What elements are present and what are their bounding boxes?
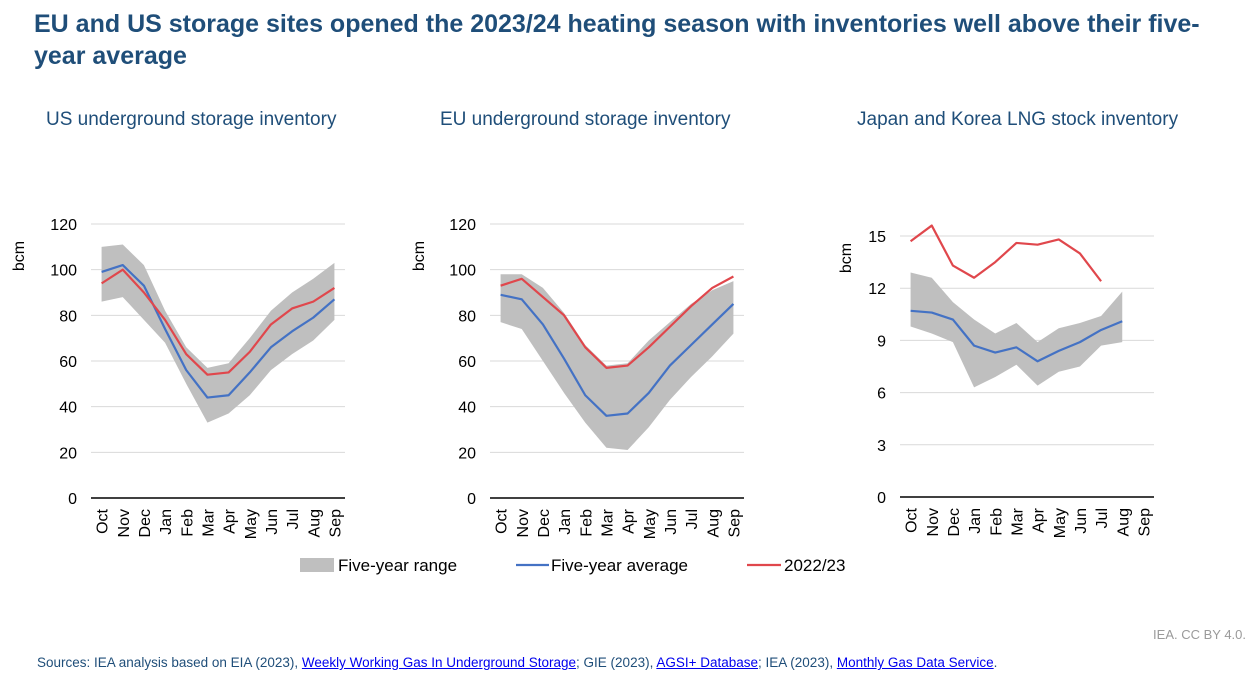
five-year-average-line <box>500 293 735 417</box>
current-season-line <box>100 268 336 376</box>
y-tick-label: 120 <box>449 217 476 234</box>
y-axis-label: bcm <box>411 241 428 271</box>
y-tick-label: 0 <box>877 490 886 507</box>
x-tick-label: Apr <box>222 508 239 534</box>
x-tick-label: Jul <box>1094 508 1111 528</box>
x-tick-label: Apr <box>1031 507 1048 533</box>
y-tick-label: 40 <box>59 400 77 417</box>
sources-line: Sources: IEA analysis based on EIA (2023… <box>37 655 997 670</box>
x-tick-label: Mar <box>1009 507 1026 535</box>
x-tick-label: Apr <box>621 508 638 534</box>
x-tick-label: Jul <box>285 509 302 529</box>
chart-title-eu: EU underground storage inventory <box>440 109 731 130</box>
y-tick-label: 80 <box>458 308 476 325</box>
credit-text: IEA. CC BY 4.0. <box>1153 627 1246 642</box>
x-tick-label: Dec <box>536 509 553 537</box>
current-season-line <box>500 275 734 369</box>
x-tick-label: Sep <box>327 509 344 538</box>
legend-range-label: Five-year range <box>338 556 457 575</box>
legend-current-label: 2022/23 <box>784 556 845 575</box>
chart-title-us: US underground storage inventory <box>46 109 337 130</box>
x-tick-label: Dec <box>946 508 963 536</box>
source-link-agsi[interactable]: AGSI+ Database <box>656 655 759 670</box>
x-tick-label: May <box>243 509 260 539</box>
sources-mid1: ; GIE (2023), <box>576 655 657 670</box>
y-tick-label: 100 <box>449 263 476 280</box>
y-tick-label: 15 <box>868 229 886 246</box>
x-tick-label: May <box>642 509 659 539</box>
source-link-iea[interactable]: Monthly Gas Data Service <box>836 655 994 670</box>
x-tick-label: Feb <box>179 509 196 537</box>
y-tick-label: 120 <box>50 217 77 234</box>
y-tick-label: 0 <box>467 491 476 508</box>
x-tick-label: Sep <box>1136 508 1153 537</box>
chart-title-jk: Japan and Korea LNG stock inventory <box>857 109 1179 130</box>
x-tick-label: Aug <box>306 509 323 537</box>
y-axis-label: bcm <box>11 241 28 271</box>
x-tick-label: Jan <box>967 508 984 534</box>
x-tick-label: Jan <box>158 509 175 535</box>
sources-prefix: Sources: IEA analysis based on EIA (2023… <box>37 655 302 670</box>
y-tick-label: 12 <box>868 281 886 298</box>
legend-range-swatch <box>300 558 334 572</box>
page-title: EU and US storage sites opened the 2023/… <box>34 10 1200 70</box>
x-tick-label: Oct <box>95 508 112 533</box>
five-year-range-band <box>910 272 1123 388</box>
y-tick-label: 20 <box>458 445 476 462</box>
x-tick-label: Feb <box>578 509 595 537</box>
x-tick-label: Nov <box>925 508 942 536</box>
five-year-range-band <box>500 274 734 451</box>
x-tick-label: Dec <box>137 509 154 537</box>
y-tick-label: 0 <box>68 491 77 508</box>
y-tick-label: 60 <box>59 354 77 371</box>
legend-average-label: Five-year average <box>551 556 688 575</box>
source-link-eia[interactable]: Weekly Working Gas In Underground Storag… <box>301 655 577 670</box>
current-season-line <box>909 224 1102 282</box>
x-tick-label: Oct <box>494 508 511 533</box>
y-tick-label: 100 <box>50 263 77 280</box>
five-year-average-line <box>910 309 1123 363</box>
x-tick-label: Nov <box>116 509 133 537</box>
x-tick-label: Jun <box>1073 508 1090 534</box>
x-tick-label: Mar <box>599 508 616 536</box>
y-tick-label: 6 <box>877 386 886 403</box>
x-tick-label: Mar <box>200 508 217 536</box>
x-tick-label: Sep <box>726 509 743 538</box>
five-year-average-line <box>101 264 336 399</box>
x-tick-label: Oct <box>904 507 921 532</box>
x-tick-label: Nov <box>515 509 532 537</box>
x-tick-label: Jun <box>264 509 281 535</box>
y-tick-label: 9 <box>877 333 886 350</box>
y-tick-label: 80 <box>59 308 77 325</box>
x-tick-label: Feb <box>988 508 1005 536</box>
x-tick-label: May <box>1052 508 1069 538</box>
y-tick-label: 20 <box>59 445 77 462</box>
x-tick-label: Jan <box>557 509 574 535</box>
x-tick-label: Jul <box>684 509 701 529</box>
sources-mid2: ; IEA (2023), <box>758 655 837 670</box>
y-tick-label: 60 <box>458 354 476 371</box>
y-axis-label: bcm <box>838 243 855 273</box>
x-tick-label: Aug <box>705 509 722 537</box>
y-tick-label: 40 <box>458 400 476 417</box>
x-tick-label: Jun <box>663 509 680 535</box>
y-tick-label: 3 <box>877 438 886 455</box>
x-tick-label: Aug <box>1115 508 1132 536</box>
sources-suffix: . <box>993 655 998 670</box>
